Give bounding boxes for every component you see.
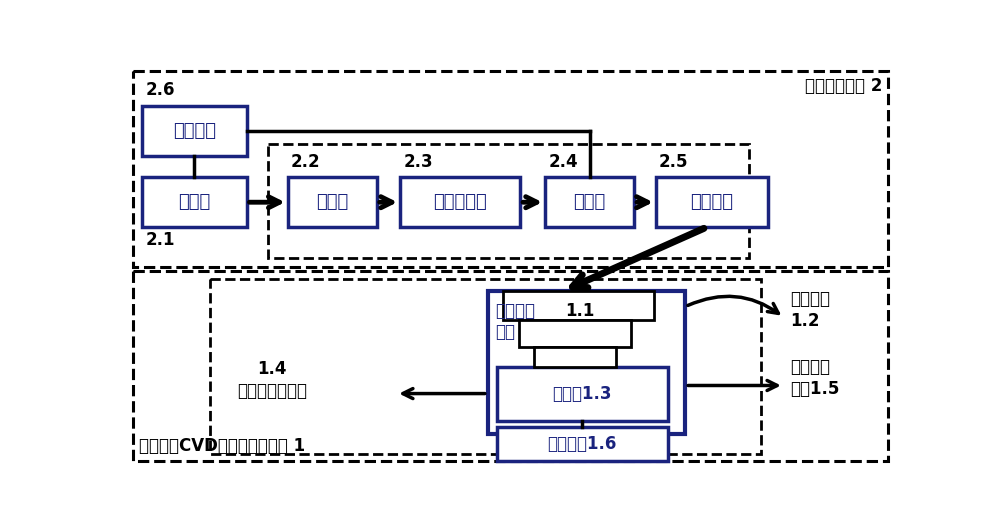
Bar bbox=[519, 320, 631, 347]
Bar bbox=[268, 144, 749, 258]
Text: 2.5: 2.5 bbox=[659, 153, 688, 171]
Bar bbox=[488, 291, 685, 434]
Text: 扫描振镜: 扫描振镜 bbox=[691, 193, 734, 211]
Bar bbox=[133, 271, 888, 461]
Bar bbox=[497, 427, 668, 461]
Text: 供气系统1.6: 供气系统1.6 bbox=[548, 435, 617, 453]
Bar bbox=[534, 347, 616, 367]
Text: 热丝加热
系统1.5: 热丝加热 系统1.5 bbox=[790, 358, 839, 398]
Bar bbox=[288, 177, 377, 227]
Text: 1.4
金冈石薄膜试样: 1.4 金冈石薄膜试样 bbox=[237, 359, 307, 400]
Text: 2.6: 2.6 bbox=[145, 82, 175, 100]
Text: 2.1: 2.1 bbox=[145, 231, 175, 249]
Text: 1.1: 1.1 bbox=[565, 302, 595, 320]
Text: 动态聚焦镜: 动态聚焦镜 bbox=[433, 193, 487, 211]
Text: 光学窗口
1.2: 光学窗口 1.2 bbox=[790, 289, 830, 330]
Text: 扩束镜: 扩束镜 bbox=[316, 193, 348, 211]
Bar bbox=[210, 279, 761, 454]
Text: 2.3: 2.3 bbox=[403, 153, 433, 171]
Bar bbox=[400, 177, 520, 227]
Bar bbox=[545, 177, 634, 227]
Text: 控制单元: 控制单元 bbox=[173, 122, 216, 140]
Bar bbox=[133, 71, 888, 267]
Text: 低温热丝CVD金冈石沉积系统 1: 低温热丝CVD金冈石沉积系统 1 bbox=[139, 437, 305, 455]
Text: 真空反应
腔室: 真空反应 腔室 bbox=[495, 302, 535, 341]
Text: 激光器: 激光器 bbox=[178, 193, 210, 211]
Text: 合束镜: 合束镜 bbox=[573, 193, 606, 211]
Bar bbox=[142, 105, 247, 155]
Text: 2.4: 2.4 bbox=[548, 153, 578, 171]
Bar bbox=[497, 367, 668, 421]
Text: 2.2: 2.2 bbox=[291, 153, 320, 171]
Bar bbox=[142, 177, 247, 227]
Text: 激光刻蚀系统 2: 激光刻蚀系统 2 bbox=[805, 77, 882, 95]
Text: 工作台1.3: 工作台1.3 bbox=[552, 385, 612, 403]
Bar bbox=[503, 291, 654, 320]
Bar bbox=[656, 177, 768, 227]
